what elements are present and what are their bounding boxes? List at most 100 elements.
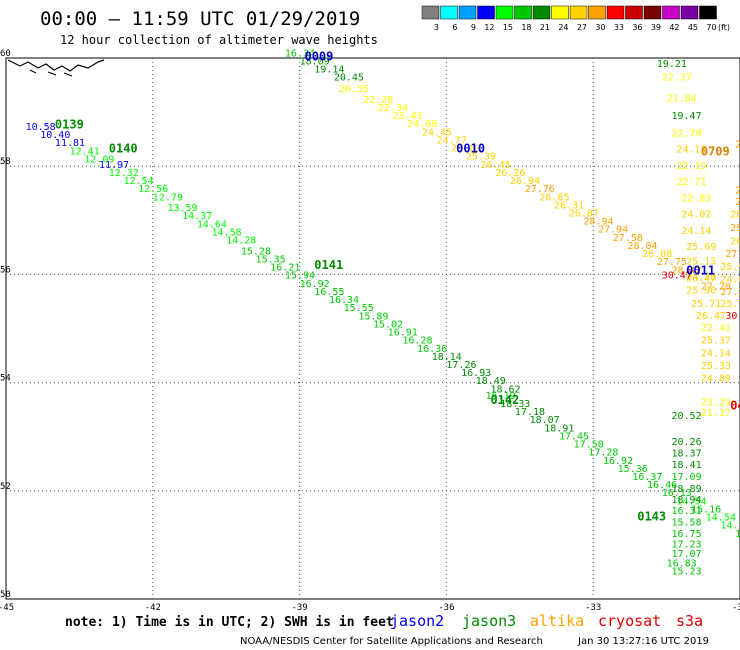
wave-height-point: 27.76 bbox=[525, 184, 555, 195]
wave-height-point: 22.71 bbox=[676, 177, 706, 188]
legend-swatch bbox=[514, 5, 532, 20]
legend-label: 12 bbox=[484, 23, 494, 32]
x-tick-label: -45 bbox=[0, 603, 14, 613]
wave-height-point: 27.20 bbox=[701, 282, 731, 293]
legend-label: 45 bbox=[688, 23, 698, 32]
wave-height-point: 18.07 bbox=[530, 415, 560, 426]
pass-label: 0139 bbox=[55, 117, 84, 131]
wave-height-point: 30.3 bbox=[725, 311, 740, 322]
wave-height-point: 19.21 bbox=[657, 59, 687, 70]
x-tick-label: -36 bbox=[438, 603, 454, 613]
legend-swatch bbox=[551, 5, 569, 20]
pass-label: 0140 bbox=[109, 142, 138, 156]
wave-height-point: 28.42 bbox=[671, 265, 701, 276]
footer-note: note: 1) Time is in UTC; 2) SWH is in fe… bbox=[65, 615, 394, 630]
wave-height-point: 17.45 bbox=[559, 431, 589, 442]
legend-swatch bbox=[680, 5, 699, 20]
wave-height-point: 22.37 bbox=[662, 73, 692, 84]
legend-label: 30 bbox=[595, 23, 605, 32]
wave-height-point: 16.31 bbox=[671, 506, 701, 517]
wave-height-point: 22.83 bbox=[681, 193, 711, 204]
wave-height-point: 12.79 bbox=[153, 192, 183, 203]
pass-label: 0011 bbox=[686, 263, 715, 277]
wave-height-point: 18.91 bbox=[544, 423, 574, 434]
wave-height-point: 12.54 bbox=[123, 176, 153, 187]
satellite-jason3: jason3 bbox=[462, 612, 516, 630]
wave-height-point: 22.34 bbox=[378, 103, 408, 114]
legend-swatch bbox=[421, 5, 440, 20]
wave-height-point: 16.92 bbox=[300, 279, 330, 290]
wave-height-point: 24.14 bbox=[681, 226, 711, 237]
wave-height-point: 12.56 bbox=[138, 184, 168, 195]
satellite-cryosat: cryosat bbox=[598, 612, 661, 630]
wave-height-point: 15.58 bbox=[671, 517, 701, 528]
wave-height-point: 27.24 bbox=[720, 287, 740, 298]
legend-swatch bbox=[458, 5, 477, 20]
wave-height-point: 25.83 bbox=[451, 144, 481, 155]
wave-height-point: 11.97 bbox=[99, 160, 129, 171]
wave-height-point: 25.91 bbox=[720, 262, 740, 273]
wave-height-point: 26.47 bbox=[696, 311, 726, 322]
wave-height-point: 24.08 bbox=[407, 119, 437, 130]
legend-label: 33 bbox=[614, 23, 624, 32]
wave-height-point: 25.69 bbox=[686, 242, 716, 253]
legend-swatch bbox=[625, 5, 643, 20]
legend-label: 15 bbox=[503, 23, 513, 32]
pass-label: 04 bbox=[730, 399, 740, 413]
wave-height-point: 16.34 bbox=[285, 48, 315, 59]
wave-height-point: 15.16 bbox=[691, 504, 721, 515]
legend-label: 9 bbox=[471, 23, 476, 32]
wave-height-point: 16.75 bbox=[671, 529, 701, 540]
satellite-s3a: s3a bbox=[676, 612, 703, 630]
wave-height-point: 18.62 bbox=[490, 384, 520, 395]
wave-height-point: 18.89 bbox=[671, 484, 701, 495]
wave-height-point: 18.41 bbox=[671, 460, 701, 471]
wave-height-point: 24.06 bbox=[720, 275, 740, 286]
wave-height-point: 16.93 bbox=[461, 368, 491, 379]
wave-height-point: 24.14 bbox=[701, 349, 731, 360]
wave-height-point: 22.70 bbox=[671, 128, 701, 139]
wave-height-point: 12.09 bbox=[84, 154, 114, 165]
wave-height-point: 21.17 bbox=[701, 408, 731, 419]
wave-height-point: 14.58 bbox=[212, 227, 242, 238]
wave-height-point: 15.94 bbox=[285, 271, 315, 282]
wave-height-point: 18.09 bbox=[300, 56, 330, 67]
wave-height-point: 17.23 bbox=[671, 540, 701, 551]
pass-labels: 0009 0139 0140 0010 0141 0142 0143 0709 0011 04 bbox=[55, 50, 740, 524]
wave-height-point: 27.9 bbox=[735, 197, 740, 208]
satellite-altika: altika bbox=[530, 612, 584, 630]
legend-swatch bbox=[532, 5, 551, 20]
wave-height-point: 14.64 bbox=[197, 219, 227, 230]
wave-height-point: 24.77 bbox=[437, 135, 467, 146]
wave-height-point: 20.55 bbox=[339, 84, 369, 95]
coastline bbox=[7, 59, 105, 77]
wave-height-point: 16.34 bbox=[329, 295, 359, 306]
wave-height-point: 17.07 bbox=[671, 549, 701, 560]
wave-height-point: 15.36 bbox=[618, 464, 648, 475]
wave-height-point: 15.35 bbox=[256, 254, 286, 265]
wave-height-point: 19.14 bbox=[314, 65, 344, 76]
wave-height-point: 26.45 bbox=[481, 160, 511, 171]
wave-height-point: 27.75 bbox=[657, 257, 687, 268]
legend-unit: (ft) bbox=[718, 23, 730, 32]
footer-credit: NOAA/NESDIS Center for Satellite Applica… bbox=[240, 636, 543, 647]
plot-area: -45 -42 -39 -36 -33 -30 50 52 54 56 58 60 10.5810.4… bbox=[0, 48, 740, 613]
legend-swatch bbox=[643, 5, 662, 20]
data-points: 10.5810.4011.8111.9716.3418.0919.1420.45… bbox=[26, 48, 740, 577]
wave-height-point: 22.28 bbox=[363, 95, 393, 106]
wave-height-point: 25.96 bbox=[686, 285, 716, 296]
wave-height-point: 16.21 bbox=[270, 263, 300, 274]
wave-height-point: 13.59 bbox=[167, 203, 197, 214]
legend-label: 24 bbox=[558, 23, 568, 32]
wave-height-point: 27.58 bbox=[613, 233, 643, 244]
wave-height-point: 25.74 bbox=[720, 299, 740, 310]
satellite-jason2: jason2 bbox=[390, 612, 444, 630]
wave-height-point: 12.41 bbox=[70, 146, 100, 157]
wave-height-point: 18.49 bbox=[476, 376, 506, 387]
wave-height-point: 16.83 bbox=[667, 559, 697, 570]
wave-height-point: 18.14 bbox=[432, 352, 462, 363]
plot-frame bbox=[5, 57, 740, 600]
wave-height-point: 24.02 bbox=[681, 210, 711, 221]
wave-height-point: 28.94 bbox=[583, 217, 613, 228]
